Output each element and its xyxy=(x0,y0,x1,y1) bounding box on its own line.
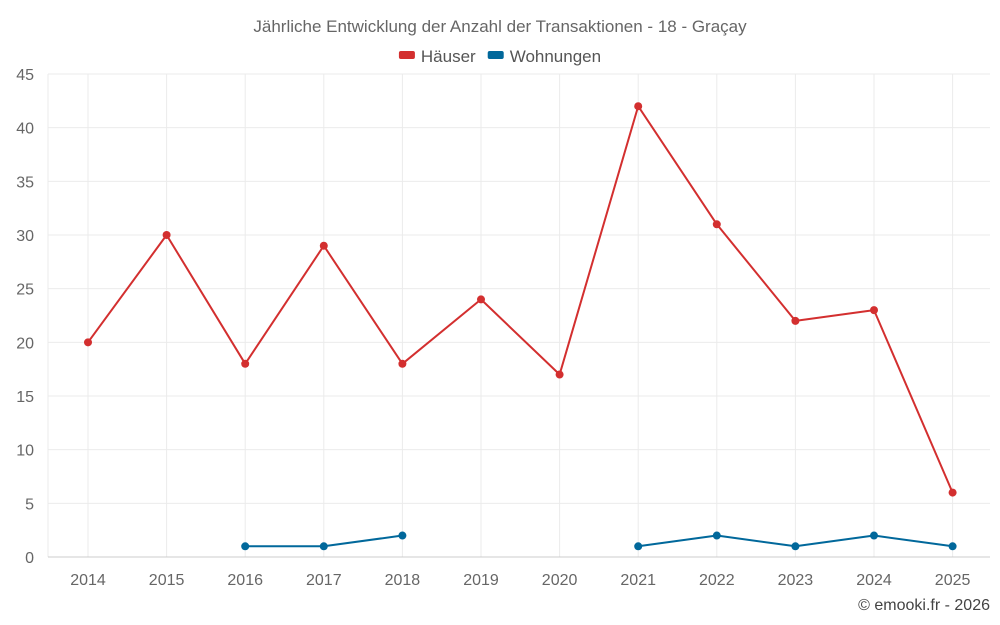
data-point xyxy=(870,306,878,315)
y-tick-label: 5 xyxy=(25,496,34,513)
y-tick-label: 0 xyxy=(25,550,34,567)
chart-title: Jährliche Entwicklung der Anzahl der Tra… xyxy=(253,17,747,36)
data-point xyxy=(398,359,407,368)
y-tick-label: 20 xyxy=(16,335,34,352)
legend-swatch xyxy=(487,51,504,59)
x-tick-label: 2017 xyxy=(306,572,342,589)
data-point xyxy=(241,542,250,551)
y-tick-label: 25 xyxy=(16,282,34,299)
x-tick-label: 2020 xyxy=(542,572,578,589)
data-point xyxy=(712,531,721,540)
series-line xyxy=(87,105,954,493)
data-point xyxy=(634,102,643,111)
legend-label: Wohnungen xyxy=(510,47,601,66)
data-point xyxy=(712,220,721,229)
data-point xyxy=(319,542,328,551)
data-point xyxy=(398,531,407,540)
series-wohnungen xyxy=(241,531,957,551)
data-point xyxy=(870,531,878,540)
x-tick-label: 2015 xyxy=(149,572,185,589)
y-axis: 0 5 10 15 20 25 30 35 40 45 xyxy=(16,67,34,567)
legend: Häuser Wohnungen xyxy=(398,47,601,66)
x-tick-label: 2018 xyxy=(385,572,421,589)
data-point xyxy=(791,542,800,551)
x-axis: 2014 2015 2016 2017 2018 2019 2020 2021 2022 2023… xyxy=(70,572,970,589)
data-point xyxy=(84,338,92,347)
x-tick-label: 2025 xyxy=(935,572,971,589)
y-tick-label: 30 xyxy=(16,228,34,245)
data-point xyxy=(948,542,957,551)
data-point xyxy=(634,542,643,551)
x-tick-label: 2019 xyxy=(463,572,499,589)
legend-label: Häuser xyxy=(421,47,476,66)
y-tick-label: 45 xyxy=(16,67,34,84)
data-point xyxy=(948,488,957,497)
series-area xyxy=(84,102,957,551)
data-point xyxy=(791,316,800,325)
x-tick-label: 2016 xyxy=(227,572,263,589)
grid xyxy=(47,73,990,558)
y-tick-label: 10 xyxy=(16,443,34,460)
legend-swatch xyxy=(398,51,415,59)
x-tick-label: 2014 xyxy=(70,572,106,589)
data-point xyxy=(555,370,564,379)
y-tick-label: 15 xyxy=(16,389,34,406)
x-tick-label: 2021 xyxy=(620,572,656,589)
data-point xyxy=(241,359,250,368)
x-tick-label: 2023 xyxy=(778,572,814,589)
data-point xyxy=(162,231,171,239)
legend-item-häuser[interactable]: Häuser xyxy=(398,47,476,66)
y-tick-label: 40 xyxy=(16,121,34,138)
data-point xyxy=(319,241,328,250)
data-point xyxy=(477,295,485,304)
x-tick-label: 2024 xyxy=(856,572,892,589)
legend-item-wohnungen[interactable]: Wohnungen xyxy=(487,47,601,66)
copyright-credit: © emooki.fr - 2026 xyxy=(858,597,990,614)
series-häuser xyxy=(84,102,957,497)
y-tick-label: 35 xyxy=(16,174,34,191)
x-tick-label: 2022 xyxy=(699,572,735,589)
